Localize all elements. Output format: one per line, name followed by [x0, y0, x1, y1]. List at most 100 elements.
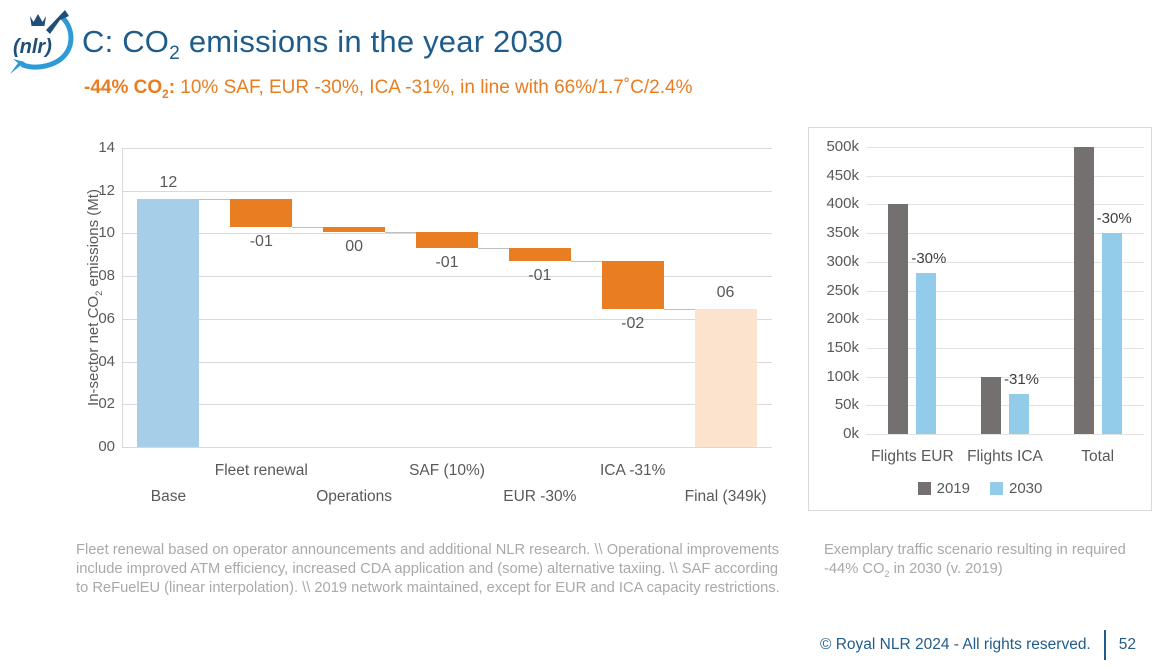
waterfall-connector [478, 248, 509, 250]
category-label: Fleet renewal [214, 462, 308, 479]
gridline [866, 434, 1144, 435]
bar-2030-total [1101, 233, 1122, 434]
value-label: -01 [528, 267, 552, 285]
y-tick-label: 250k [826, 281, 859, 299]
waterfall-bar-operations [323, 227, 386, 233]
waterfall-connector [570, 261, 602, 263]
y-tick-label: 350k [826, 224, 859, 242]
y-tick-label: 500k [826, 138, 859, 155]
gridline [122, 361, 772, 363]
bar-2019-total [1073, 147, 1094, 434]
airplane-icon [10, 59, 25, 74]
y-tick-label: 06 [98, 309, 115, 327]
page-number: 52 [1118, 636, 1136, 653]
y-tick-label: 0k [843, 425, 859, 442]
waterfall-bar-final-349k [694, 309, 757, 447]
value-label: -01 [435, 254, 459, 272]
value-label: -01 [249, 233, 273, 251]
legend-swatch-2019 [917, 482, 931, 495]
y-axis-line [122, 148, 123, 447]
gridline [122, 190, 772, 192]
y-tick-label: 50k [834, 396, 859, 414]
y-tick-label: 02 [98, 395, 115, 413]
crown-icon [30, 14, 46, 26]
y-tick-label: 400k [826, 195, 859, 213]
gridline [122, 148, 772, 149]
gridline [866, 347, 1144, 349]
change-label: -30% [911, 250, 947, 268]
copyright-text: © Royal NLR 2024 - All rights reserved. [820, 636, 1091, 653]
legend-label: 2030 [1009, 480, 1043, 497]
y-tick-label: 200k [826, 310, 859, 328]
category-label: EUR -30% [503, 488, 577, 505]
footnote-left: Fleet renewal based on operator announce… [76, 542, 780, 596]
legend-item: 2030 [990, 480, 1042, 497]
nlr-logo: (nlr) [10, 10, 74, 74]
gridline [866, 376, 1144, 378]
traffic-bar-chart: 0k 50k 100k 150k 200k 250k 300k 350k 400k 450k 500… [808, 127, 1152, 511]
change-label: -30% [1096, 210, 1132, 228]
bar-2030-flights-eur [916, 273, 937, 434]
waterfall-connector [663, 309, 695, 311]
category-label: ICA -31% [599, 462, 666, 479]
category-label: Flights EUR [870, 448, 954, 465]
waterfall-chart: In-sector net CO2 emissions (Mt) 00 02 04 0… [75, 133, 777, 518]
waterfall-bar-base [137, 199, 200, 447]
y-tick-label: 10 [98, 224, 115, 242]
gridline [866, 261, 1144, 263]
value-label: -02 [621, 315, 645, 333]
chart-legend: 2019 2030 [809, 480, 1151, 497]
category-label: Flights ICA [967, 448, 1043, 465]
waterfall-bar-saf-10 [416, 232, 478, 249]
y-tick-label: 300k [826, 252, 859, 270]
waterfall-connector [385, 232, 416, 234]
y-tick-label: 450k [826, 166, 859, 184]
gridline [866, 319, 1144, 321]
y-tick-label: 100k [826, 367, 859, 385]
gridline [866, 290, 1144, 292]
y-tick-label: 12 [98, 181, 115, 199]
title-text-cont: emissions in the year 2030 [180, 24, 563, 59]
gridline [866, 175, 1144, 177]
bar-2019-flights-eur [888, 204, 909, 434]
value-label: 12 [159, 174, 178, 192]
gridline [122, 318, 772, 320]
y-tick-label: 08 [98, 267, 115, 285]
value-label: 06 [716, 284, 735, 302]
gridline [122, 276, 772, 278]
category-label: Operations [316, 488, 393, 505]
legend-item: 2019 [917, 480, 970, 497]
y-tick-label: 150k [826, 338, 859, 356]
logo-swoosh [20, 14, 74, 70]
gridline [866, 405, 1144, 407]
change-label: -31% [1004, 370, 1040, 388]
footer: © Royal NLR 2024 - All rights reserved. … [820, 630, 1136, 660]
right-chart-caption: Exemplary traffic scenario resulting in … [824, 542, 1126, 579]
waterfall-connector [199, 199, 231, 201]
bar-2030-flights-ica [1009, 393, 1029, 434]
legend-label: 2019 [936, 480, 970, 497]
y-tick-label: 00 [98, 438, 115, 455]
title-text: C: CO [82, 24, 170, 59]
subtitle-detail: 10% SAF, EUR -30%, ICA -31%, in line wit… [175, 77, 693, 98]
gridline [866, 204, 1144, 206]
value-label: 00 [345, 238, 364, 256]
waterfall-bar-eur-30 [508, 248, 571, 262]
category-label: Base [150, 488, 187, 505]
subtitle-key-figure: -44% CO2: [84, 77, 176, 101]
category-label: Total [1081, 448, 1115, 465]
waterfall-bar-ica-31 [601, 261, 664, 310]
title-subscript: 2 [169, 43, 181, 65]
logo-text: (nlr) [13, 36, 52, 58]
gridline [866, 233, 1144, 235]
waterfall-bar-fleet-renewal [230, 199, 293, 227]
page-title: C: CO2 emissions in the year 2030 [82, 24, 563, 63]
rocket-icon [46, 10, 69, 34]
gridline [122, 447, 772, 448]
waterfall-connector [292, 227, 324, 229]
y-tick-label: 14 [98, 139, 115, 156]
bar-2019-flights-ica [981, 376, 1001, 434]
category-label: Final (349k) [684, 488, 767, 505]
y-tick-label: 04 [98, 352, 115, 370]
